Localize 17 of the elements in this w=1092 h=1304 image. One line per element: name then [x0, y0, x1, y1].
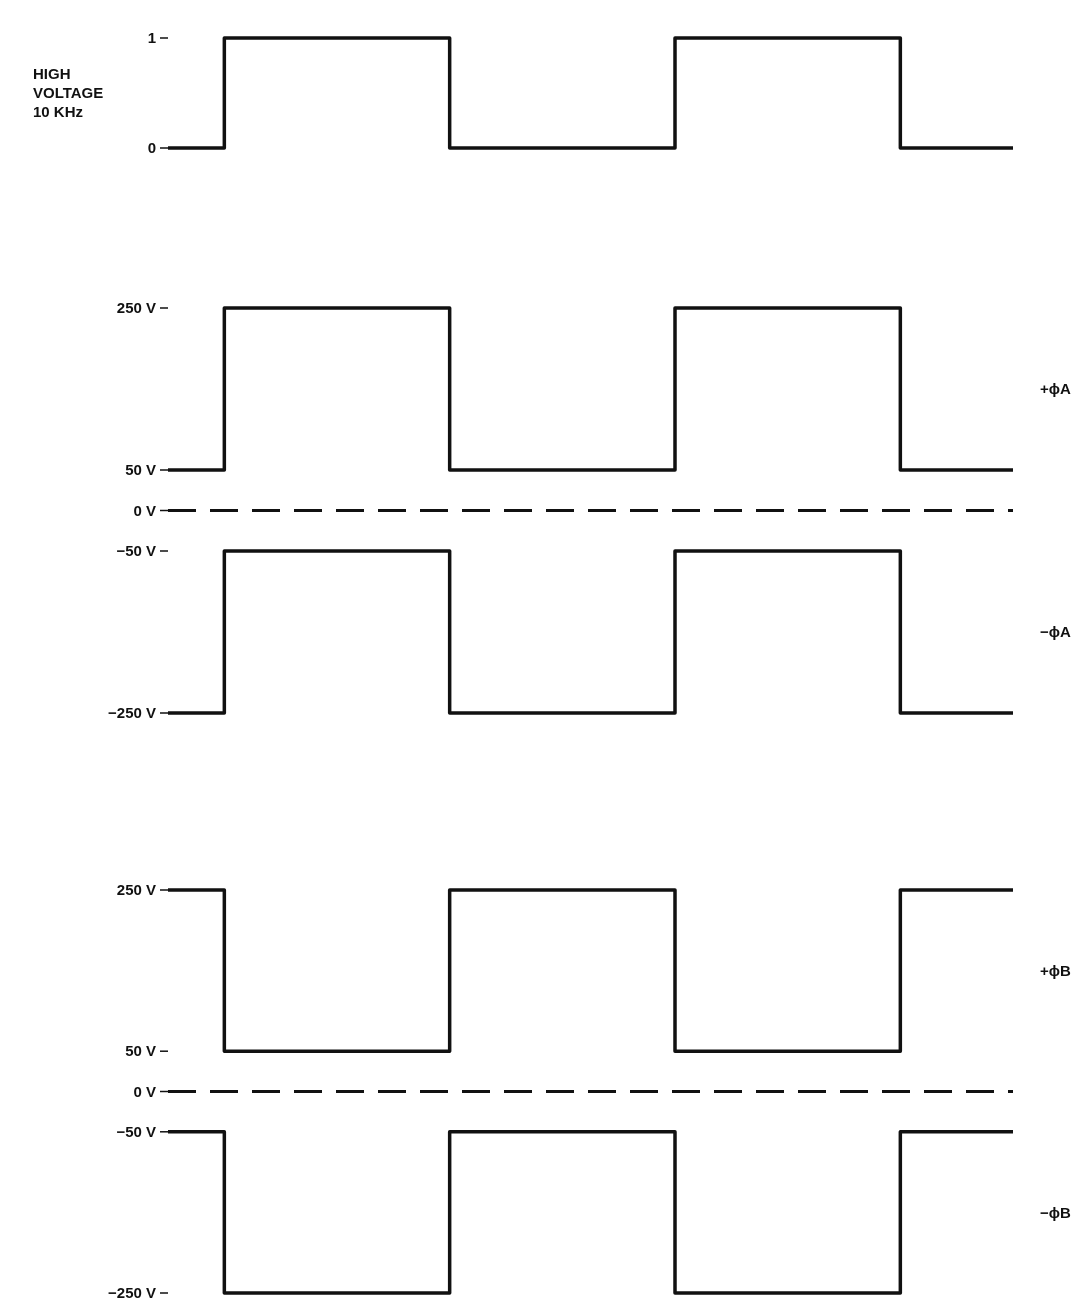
y-tick-label: 50 V: [125, 461, 156, 479]
y-tick-label: 0 V: [133, 501, 156, 519]
text: +ϕA: [1040, 380, 1071, 398]
y-tick-label: 250 V: [116, 881, 156, 899]
y-tick-label: −50 V: [116, 542, 156, 560]
y-axis-title: HIGH VOLTAGE 10 KHz: [33, 65, 104, 121]
y-tick-label: 0: [147, 139, 156, 157]
text: −ϕA: [1040, 623, 1071, 641]
y-tick-label: 0 V: [133, 1082, 156, 1100]
y-tick-label: −250 V: [108, 704, 156, 722]
text: −ϕB: [1040, 1203, 1071, 1221]
y-tick-label: 1: [147, 29, 156, 47]
y-tick-label: −250 V: [108, 1284, 156, 1302]
text: +ϕB: [1040, 961, 1071, 979]
y-tick-label: 50 V: [125, 1042, 156, 1060]
y-tick-label: −50 V: [116, 1123, 156, 1141]
y-tick-label: 250 V: [116, 299, 156, 317]
